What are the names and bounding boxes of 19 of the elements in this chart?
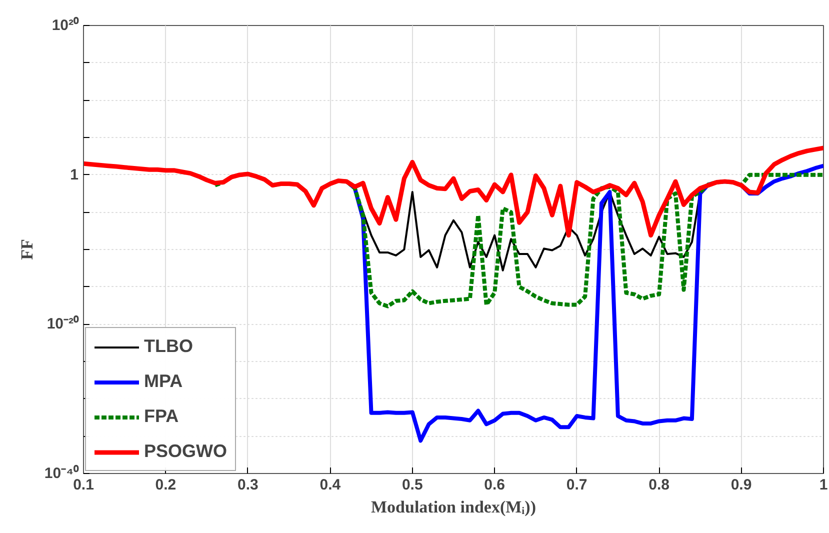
legend-label: TLBO: [144, 336, 193, 357]
x-tick-label: 0.9: [730, 476, 752, 494]
y-tick-label: 10²⁰: [52, 16, 80, 34]
legend-label: FPA: [144, 406, 179, 427]
line-series: [84, 146, 824, 238]
x-tick-label: 0.3: [238, 476, 258, 494]
y-tick-label: 1: [70, 166, 78, 184]
y-tick-label: 10⁻²⁰: [46, 314, 80, 333]
x-tick-label: 0.4: [320, 476, 342, 494]
x-tick-label: 0.6: [484, 476, 506, 494]
x-tick-label: 0.7: [566, 476, 588, 494]
legend-label: MPA: [144, 371, 183, 392]
x-tick-label: 0.2: [155, 476, 176, 494]
legend-label: PSOGWO: [144, 441, 228, 462]
y-axis-title: FF: [17, 239, 36, 260]
x-tick-label: 1: [819, 476, 828, 494]
x-tick-label: 0.8: [648, 476, 670, 494]
x-tick-label: 0.5: [402, 476, 423, 494]
x-axis-title: Modulation index(Mᵢ)): [371, 498, 536, 516]
